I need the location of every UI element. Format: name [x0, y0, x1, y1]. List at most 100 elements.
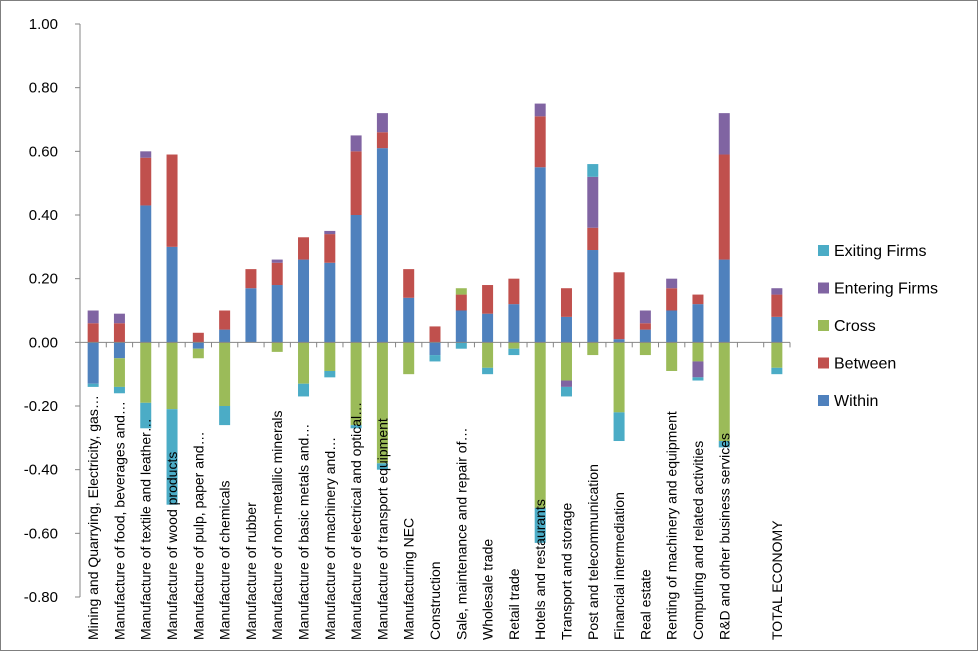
bar-segment-within: [429, 342, 441, 356]
bar-segment-between: [87, 323, 99, 343]
legend-swatch: [818, 245, 829, 256]
bar-segment-within: [718, 259, 730, 343]
x-category-label: Manufacture of chemicals: [217, 480, 233, 640]
bar-segment-entering-firms: [534, 103, 546, 117]
x-category-label: Renting of machinery and equipment: [664, 411, 680, 640]
bar-segment-exiting-firms: [587, 164, 599, 177]
bar-segment-between: [771, 294, 783, 317]
legend-label: Exiting Firms: [834, 243, 926, 260]
bar-segment-cross: [271, 342, 283, 352]
y-tick-label: 0.40: [29, 207, 58, 224]
y-tick-label: 0.60: [29, 143, 58, 160]
x-category-label: Computing and related activities: [690, 441, 706, 640]
x-category-label: Hotels and restaurants: [532, 499, 548, 640]
x-category-label: Transport and storage: [558, 503, 574, 640]
bar-segment-within: [508, 304, 520, 343]
bar-segment-within: [87, 342, 99, 384]
bar-segment-entering-firms: [587, 176, 599, 228]
bar-segment-exiting-firms: [166, 409, 178, 505]
bar-segment-within: [534, 167, 546, 343]
bar-segment-entering-firms: [350, 135, 362, 152]
bar-segment-exiting-firms: [455, 342, 467, 349]
bar-segment-exiting-firms: [692, 377, 704, 381]
bar-segment-cross: [771, 342, 783, 368]
x-category-label: Manufacture of electrical and optical…: [348, 402, 364, 640]
bar-segment-between: [403, 269, 415, 298]
bar-segment-within: [771, 316, 783, 343]
bar-segment-within: [219, 329, 231, 343]
bar-segment-cross: [166, 342, 178, 410]
legend-swatch: [818, 357, 829, 369]
bar-segment-cross: [587, 342, 599, 356]
bar-segment-between: [692, 294, 704, 305]
x-category-label: Sale, maintenance and repair of…: [453, 428, 469, 640]
y-tick-label: -0.40: [24, 462, 58, 479]
bar-segment-entering-firms: [692, 361, 704, 378]
bar-segment-between: [534, 116, 546, 168]
bar-segment-entering-firms: [271, 259, 283, 263]
bar-segment-exiting-firms: [350, 425, 362, 429]
bar-segment-between: [298, 237, 310, 260]
bar-segment-cross: [613, 342, 625, 413]
bar-segment-cross: [298, 342, 310, 384]
bar-segment-entering-firms: [376, 113, 388, 133]
bar-segment-within: [587, 250, 599, 343]
x-category-label: Financial intermediation: [611, 492, 627, 640]
x-category-label: Manufacture of rubber: [243, 502, 259, 640]
bar-segment-between: [429, 326, 441, 343]
bar-segment-entering-firms: [140, 151, 152, 158]
legend: Exiting Firms Entering Firms Cross Between W…: [818, 243, 938, 410]
bar-segment-entering-firms: [324, 230, 336, 235]
x-category-label: Manufacture of pulp, paper and…: [190, 431, 206, 640]
x-category-label: Mining and Quarrying, Electricity, gas…: [85, 395, 101, 640]
bar-segment-entering-firms: [666, 278, 678, 289]
bars: [87, 103, 783, 543]
bar-segment-between: [560, 288, 572, 317]
y-tick-label: 1.00: [29, 16, 58, 33]
x-category-label: Construction: [427, 561, 443, 640]
legend-label: Cross: [834, 318, 876, 335]
x-category-label: Manufacture of machinery and…: [322, 437, 338, 640]
bar-segment-entering-firms: [771, 288, 783, 295]
bar-segment-within: [482, 313, 494, 343]
bar-segment-entering-firms: [113, 313, 125, 324]
bar-segment-exiting-firms: [508, 348, 520, 356]
bar-segment-between: [587, 227, 599, 251]
bar-segment-exiting-firms: [113, 386, 125, 394]
bar-segment-within: [113, 342, 125, 359]
legend-swatch: [818, 320, 829, 331]
bar-segment-exiting-firms: [219, 406, 231, 426]
bar-segment-entering-firms: [87, 310, 99, 324]
bar-segment-within: [245, 288, 257, 343]
x-category-label: Real estate: [637, 569, 653, 640]
bar-segment-exiting-firms: [771, 367, 783, 375]
x-category-label: Manufacture of wood products: [164, 452, 180, 640]
bar-segment-between: [613, 272, 625, 340]
bar-segment-between: [455, 294, 467, 311]
bar-segment-cross: [376, 342, 388, 464]
bar-segment-between: [639, 323, 651, 330]
bar-segment-cross: [666, 342, 678, 371]
y-tick-label: 0.20: [29, 271, 58, 288]
bar-segment-within: [271, 285, 283, 343]
bar-segment-within: [298, 259, 310, 343]
x-category-label: TOTAL ECONOMY: [769, 520, 785, 640]
bar-segment-cross: [219, 342, 231, 406]
bar-segment-cross: [508, 342, 520, 349]
x-category-label: Wholesale trade: [480, 539, 496, 640]
bar-segment-cross: [324, 342, 336, 371]
bar-segment-cross: [455, 288, 467, 295]
bar-segment-between: [666, 288, 678, 311]
bar-segment-between: [166, 154, 178, 247]
legend-label: Within: [834, 393, 878, 410]
legend-label: Entering Firms: [834, 281, 938, 298]
x-category-label: Manufacture of transport equipment: [374, 418, 390, 640]
y-tick-label: 0.80: [29, 80, 58, 97]
bar-segment-within: [166, 246, 178, 343]
bar-segment-cross: [692, 342, 704, 362]
y-tick-label: 0.00: [29, 334, 58, 351]
x-category-label: Post and telecommunication: [585, 464, 601, 640]
bar-segment-within: [192, 342, 204, 349]
y-tick-label: -0.60: [24, 525, 58, 542]
bar-segment-exiting-firms: [534, 507, 546, 543]
